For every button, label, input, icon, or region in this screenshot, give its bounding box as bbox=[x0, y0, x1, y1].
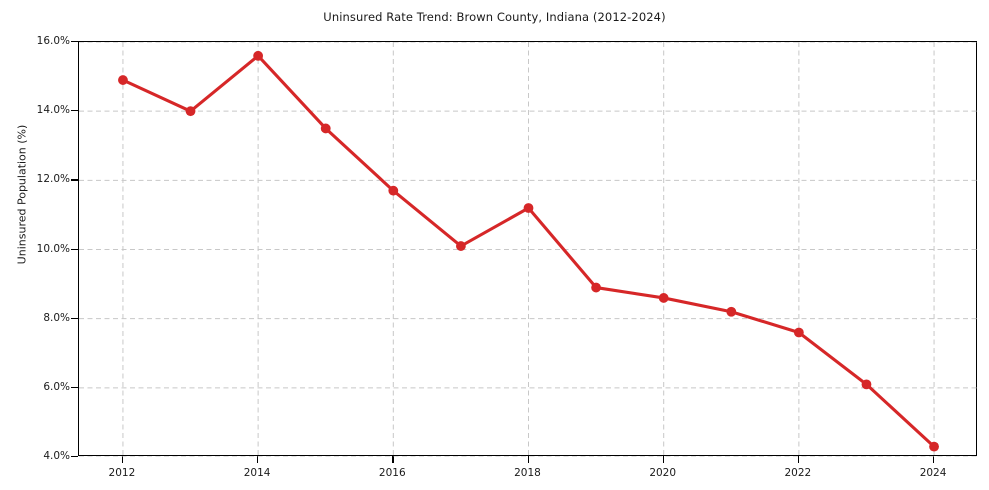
y-tick-label: 10.0% bbox=[36, 242, 70, 255]
x-tick-mark bbox=[933, 456, 935, 463]
chart-title: Uninsured Rate Trend: Brown County, Indi… bbox=[323, 10, 666, 24]
x-tick-label: 2014 bbox=[243, 467, 271, 479]
x-tick-mark bbox=[121, 456, 124, 463]
x-tick-label: 2022 bbox=[784, 467, 812, 479]
y-tick-mark bbox=[71, 248, 78, 250]
series-markers-uninsured-rate bbox=[118, 50, 939, 452]
y-tick-mark bbox=[71, 110, 78, 112]
y-tick-label: 6.0% bbox=[43, 380, 70, 393]
plot-area bbox=[78, 41, 978, 457]
x-tick-mark bbox=[257, 456, 259, 463]
y-tick-mark bbox=[71, 317, 78, 319]
x-tick-label: 2020 bbox=[649, 467, 677, 479]
y-axis-tick-labels: 4.0% 6.0% 8.0% 10.0% 12.0% 14.0% 16.0% bbox=[0, 0, 78, 490]
y-tick-mark bbox=[71, 386, 78, 389]
horizontal-gridlines bbox=[79, 42, 978, 457]
x-tick-label: 2012 bbox=[108, 467, 136, 479]
y-tick-mark bbox=[71, 456, 78, 458]
y-tick-label: 14.0% bbox=[36, 104, 70, 117]
x-tick-mark bbox=[527, 456, 529, 463]
plot-svg bbox=[79, 42, 978, 457]
x-tick-mark bbox=[662, 456, 664, 463]
y-tick-mark bbox=[71, 179, 78, 181]
y-tick-mark bbox=[71, 41, 78, 43]
y-tick-label: 4.0% bbox=[43, 450, 70, 462]
x-tick-label: 2018 bbox=[514, 467, 541, 479]
x-tick-label: 2024 bbox=[919, 467, 947, 479]
x-tick-mark bbox=[392, 456, 394, 463]
y-tick-label: 16.0% bbox=[36, 35, 70, 47]
x-tick-mark bbox=[797, 456, 800, 463]
y-tick-label: 12.0% bbox=[36, 173, 70, 186]
y-tick-label: 8.0% bbox=[43, 311, 70, 324]
x-tick-label: 2016 bbox=[378, 467, 406, 479]
